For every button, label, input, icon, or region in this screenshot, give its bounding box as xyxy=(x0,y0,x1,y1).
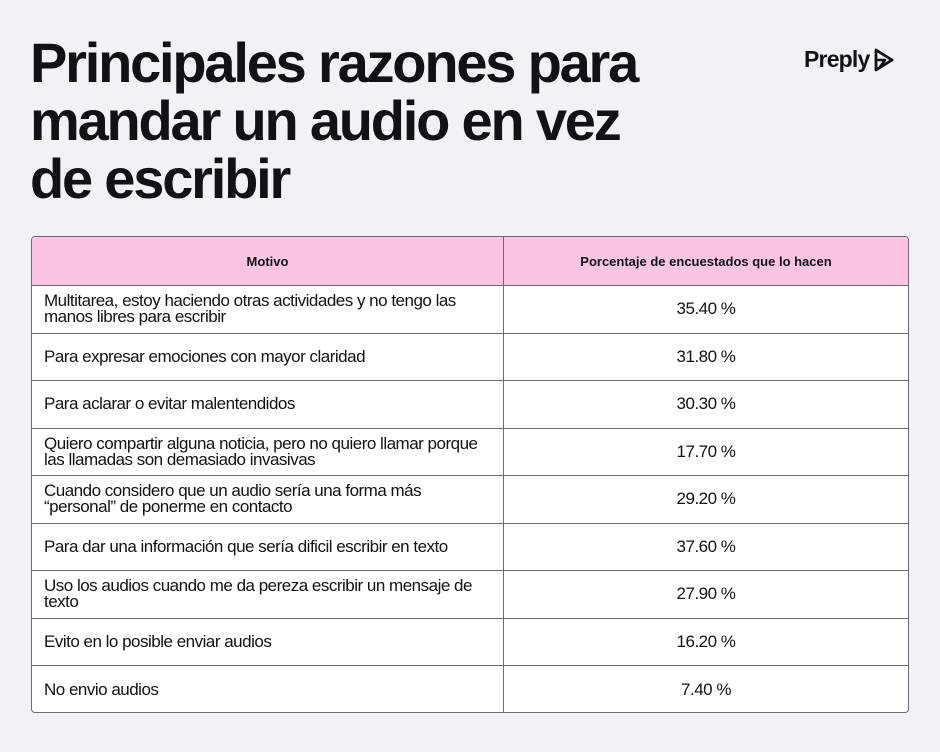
percentage-cell: 16.20 % xyxy=(676,631,736,651)
table-header-row: Motivo Porcentaje de encuestados que lo … xyxy=(32,237,908,286)
percentage-cell: 17.70 % xyxy=(676,441,736,461)
percentage-cell: 37.60 % xyxy=(676,536,736,556)
page-title: Principales razones para mandar un audio… xyxy=(30,34,730,208)
preply-arrow-icon xyxy=(874,48,893,71)
percentage-cell: 31.80 % xyxy=(676,346,736,366)
percentage-cell: 27.90 % xyxy=(676,584,736,604)
table-row: Evito en lo posible enviar audios 16.20 % xyxy=(32,618,908,666)
table-row: Para expresar emociones con mayor clarid… xyxy=(32,333,908,381)
motivo-cell: Uso los audios cuando me da pereza escri… xyxy=(32,571,504,618)
motivo-cell: Para dar una información que sería dific… xyxy=(32,523,504,570)
title-line-1: Principales razones para xyxy=(30,31,639,94)
table-body: Multitarea, estoy haciendo otras activid… xyxy=(32,286,908,712)
table-row: No envio audios 7.40 % xyxy=(32,666,908,712)
header-motivo: Motivo xyxy=(32,237,504,285)
motivo-cell: Para aclarar o evitar malentendidos xyxy=(32,381,504,428)
motivo-cell: Cuando considero que un audio sería una … xyxy=(32,476,504,523)
table-row: Para aclarar o evitar malentendidos 30.30… xyxy=(32,381,908,429)
table-row: Cuando considero que un audio sería una … xyxy=(32,476,908,524)
percentage-cell: 35.40 % xyxy=(676,299,736,319)
motivo-cell: Quiero compartir alguna noticia, pero no… xyxy=(32,428,504,475)
header-porcentaje: Porcentaje de encuestados que lo hacen xyxy=(580,253,832,269)
table-row: Quiero compartir alguna noticia, pero no… xyxy=(32,428,908,476)
data-table: Motivo Porcentaje de encuestados que lo … xyxy=(31,236,909,713)
percentage-cell: 30.30 % xyxy=(676,394,736,414)
motivo-cell: Evito en lo posible enviar audios xyxy=(32,618,504,665)
title-line-3: de escribir xyxy=(30,147,291,210)
table-row: Para dar una información que sería dific… xyxy=(32,523,908,571)
table-row: Uso los audios cuando me da pereza escri… xyxy=(32,571,908,619)
motivo-cell: Multitarea, estoy haciendo otras activid… xyxy=(32,286,504,333)
motivo-cell: Para expresar emociones con mayor clarid… xyxy=(32,333,504,380)
percentage-cell: 29.20 % xyxy=(676,489,736,509)
table-row: Multitarea, estoy haciendo otras activid… xyxy=(32,286,908,334)
motivo-cell: No envio audios xyxy=(32,666,504,712)
brand-logo: Preply xyxy=(804,46,895,73)
brand-name: Preply xyxy=(804,46,870,72)
percentage-cell: 7.40 % xyxy=(681,679,731,699)
title-line-2: mandar un audio en vez xyxy=(30,89,622,152)
